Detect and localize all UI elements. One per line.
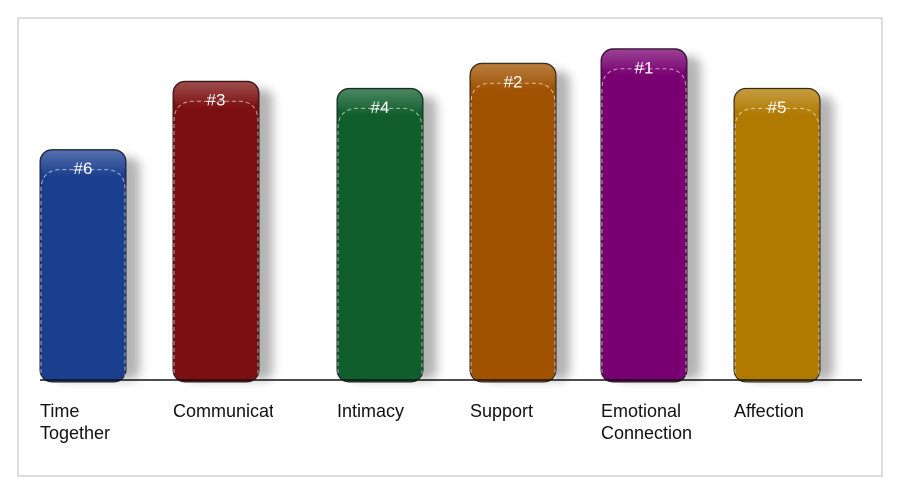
x-tick-label-box: Affection <box>734 401 804 421</box>
bar-label: #2 <box>504 73 523 92</box>
bar-gloss <box>41 150 125 177</box>
bars: #6 #3 #4 #2 #1 #5 <box>39 48 834 383</box>
x-tick-label: Time Together <box>40 401 111 443</box>
x-tick-label: Emotional Connection <box>601 401 693 443</box>
x-tick-label-box: Communication <box>173 401 273 421</box>
bar-label: #5 <box>768 98 787 117</box>
bar <box>733 87 821 383</box>
bar <box>39 149 127 383</box>
bar-gloss <box>735 89 819 116</box>
bar <box>336 87 424 383</box>
bar-label: #4 <box>371 98 390 117</box>
x-tick-label: Intimacy <box>337 401 405 421</box>
bar-inner-outline <box>470 82 556 380</box>
bar-label: #6 <box>74 159 93 178</box>
bar <box>469 62 557 383</box>
bar <box>600 48 688 383</box>
x-tick-label: Affection <box>734 401 804 421</box>
bar-gloss <box>338 89 422 116</box>
x-tick-label-box: Support <box>470 401 534 421</box>
x-tick-label: Communication <box>173 401 273 421</box>
x-tick-label-box: Time Together <box>40 401 111 443</box>
bar <box>172 80 260 383</box>
bar-label: #3 <box>207 91 226 110</box>
bar-label: #1 <box>635 58 654 77</box>
bar-inner-outline <box>734 107 820 380</box>
bar-inner-outline <box>173 100 259 380</box>
bar-inner-outline <box>337 107 423 380</box>
bar-inner-outline <box>601 68 687 380</box>
x-tick-label: Support <box>470 401 534 421</box>
x-tick-label-box: Emotional Connection <box>601 401 693 443</box>
bar-inner-outline <box>40 169 126 380</box>
x-tick-label-box: Intimacy <box>337 401 405 421</box>
bar-gloss <box>174 82 258 109</box>
